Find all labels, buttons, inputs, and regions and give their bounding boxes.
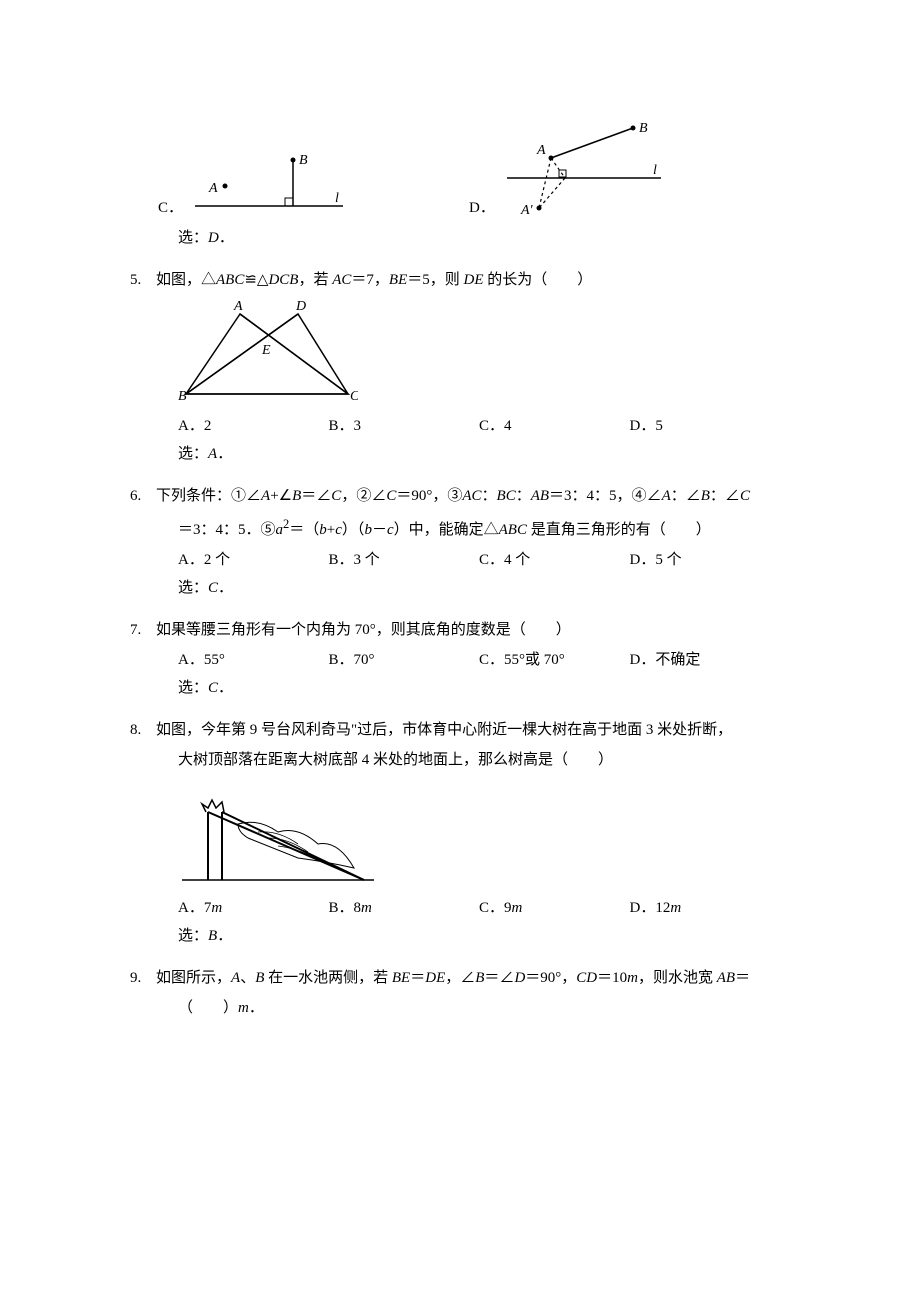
question-number: 7.	[130, 618, 152, 642]
q5-option-a: A．2	[178, 414, 329, 438]
answer-prefix: 选：	[178, 680, 208, 696]
q7-text: 如果等腰三角形有一个内角为 70°，则其底角的度数是（ ）	[152, 622, 571, 638]
q8-answer: 选：B．	[130, 924, 780, 948]
q9: 9.如图所示，A、B 在一水池两侧，若 BE＝DE，∠B＝∠D＝90°，CD＝1…	[130, 966, 780, 990]
q8-figure-wrap	[130, 782, 780, 890]
q5-figure: A D B C E	[178, 298, 358, 408]
q8-option-d: D．12m	[630, 896, 781, 920]
q6: 6.下列条件：①∠A+∠B＝∠C，②∠C＝90°，③AC：BC：AB＝3：4：5…	[130, 484, 780, 508]
answer-prefix: 选：	[178, 230, 208, 246]
answer-suffix: ．	[217, 928, 232, 944]
answer-prefix: 选：	[178, 446, 208, 462]
q8-option-b: B．8m	[329, 896, 480, 920]
q7-option-c: C．55°或 70°	[479, 648, 630, 672]
svg-text:l: l	[335, 191, 339, 206]
svg-text:D: D	[295, 299, 306, 314]
answer-letter: C	[208, 580, 218, 596]
q6-line2: ＝3：4：5．⑤a2＝（b+c）（b－c）中，能确定△ABC 是直角三角形的有（…	[130, 514, 780, 542]
q7: 7.如果等腰三角形有一个内角为 70°，则其底角的度数是（ ）	[130, 618, 780, 642]
q7-option-d: D．不确定	[630, 648, 781, 672]
answer-suffix: ．	[219, 230, 234, 246]
q4-option-c: C． A B l	[158, 150, 469, 220]
q8: 8.如图，今年第 9 号台风利奇马"过后，市体育中心附近一棵大树在高于地面 3 …	[130, 718, 780, 742]
q5-option-c: C．4	[479, 414, 630, 438]
q7-option-a: A．55°	[178, 648, 329, 672]
q7-answer: 选：C．	[130, 676, 780, 700]
q4-answer: 选：D．	[130, 226, 780, 250]
q7-option-b: B．70°	[329, 648, 480, 672]
answer-prefix: 选：	[178, 580, 208, 596]
question-number: 9.	[130, 966, 152, 990]
option-label: D．	[469, 196, 495, 220]
q6-option-a: A．2 个	[178, 548, 329, 572]
svg-text:A: A	[536, 143, 546, 158]
q8-options: A．7m B．8m C．9m D．12m	[130, 896, 780, 920]
answer-suffix: ．	[218, 680, 233, 696]
q4-option-d: D． A B A′ l	[469, 120, 780, 220]
q8-line2: 大树顶部落在距离大树底部 4 米处的地面上，那么树高是（ ）	[130, 748, 780, 772]
svg-text:B: B	[299, 153, 308, 168]
q9-line1: 如图所示，A、B 在一水池两侧，若 BE＝DE，∠B＝∠D＝90°，CD＝10m…	[152, 970, 750, 986]
q5-text: 如图，△ABC≌△DCB，若 AC＝7，BE＝5，则 DE 的长为（ ）	[152, 272, 592, 288]
answer-suffix: ．	[217, 446, 232, 462]
q4-options-cd: C． A B l D． A B A′ l	[130, 120, 780, 220]
question-number: 5.	[130, 268, 152, 292]
q5-answer: 选：A．	[130, 442, 780, 466]
svg-text:l: l	[653, 163, 657, 178]
question-number: 6.	[130, 484, 152, 508]
q4-figure-c: A B l	[189, 150, 349, 220]
q6-answer: 选：C．	[130, 576, 780, 600]
q5-figure-wrap: A D B C E	[130, 298, 780, 408]
q4-figure-d: A B A′ l	[501, 120, 671, 220]
svg-text:A′: A′	[520, 203, 534, 218]
answer-letter: B	[208, 928, 217, 944]
option-label: C．	[158, 196, 183, 220]
q8-option-c: C．9m	[479, 896, 630, 920]
q6-option-d: D．5 个	[630, 548, 781, 572]
answer-letter: D	[208, 230, 219, 246]
q8-figure	[178, 782, 378, 890]
svg-text:C: C	[350, 389, 358, 404]
q6-options: A．2 个 B．3 个 C．4 个 D．5 个	[130, 548, 780, 572]
q9-line2: （ ）m．	[130, 996, 780, 1020]
answer-suffix: ．	[218, 580, 233, 596]
q6-option-c: C．4 个	[479, 548, 630, 572]
svg-text:B: B	[178, 389, 187, 404]
answer-letter: C	[208, 680, 218, 696]
svg-text:A: A	[233, 299, 243, 314]
q8-option-a: A．7m	[178, 896, 329, 920]
q6-line1: 下列条件：①∠A+∠B＝∠C，②∠C＝90°，③AC：BC：AB＝3：4：5，④…	[152, 488, 750, 504]
q8-line1: 如图，今年第 9 号台风利奇马"过后，市体育中心附近一棵大树在高于地面 3 米处…	[152, 722, 732, 738]
answer-letter: A	[208, 446, 217, 462]
question-number: 8.	[130, 718, 152, 742]
svg-text:E: E	[261, 343, 271, 358]
svg-text:B: B	[639, 121, 648, 136]
svg-text:A: A	[208, 181, 218, 196]
q5-options: A．2 B．3 C．4 D．5	[130, 414, 780, 438]
q5: 5.如图，△ABC≌△DCB，若 AC＝7，BE＝5，则 DE 的长为（ ）	[130, 268, 780, 292]
q6-option-b: B．3 个	[329, 548, 480, 572]
q7-options: A．55° B．70° C．55°或 70° D．不确定	[130, 648, 780, 672]
q5-option-d: D．5	[630, 414, 781, 438]
q5-option-b: B．3	[329, 414, 480, 438]
answer-prefix: 选：	[178, 928, 208, 944]
